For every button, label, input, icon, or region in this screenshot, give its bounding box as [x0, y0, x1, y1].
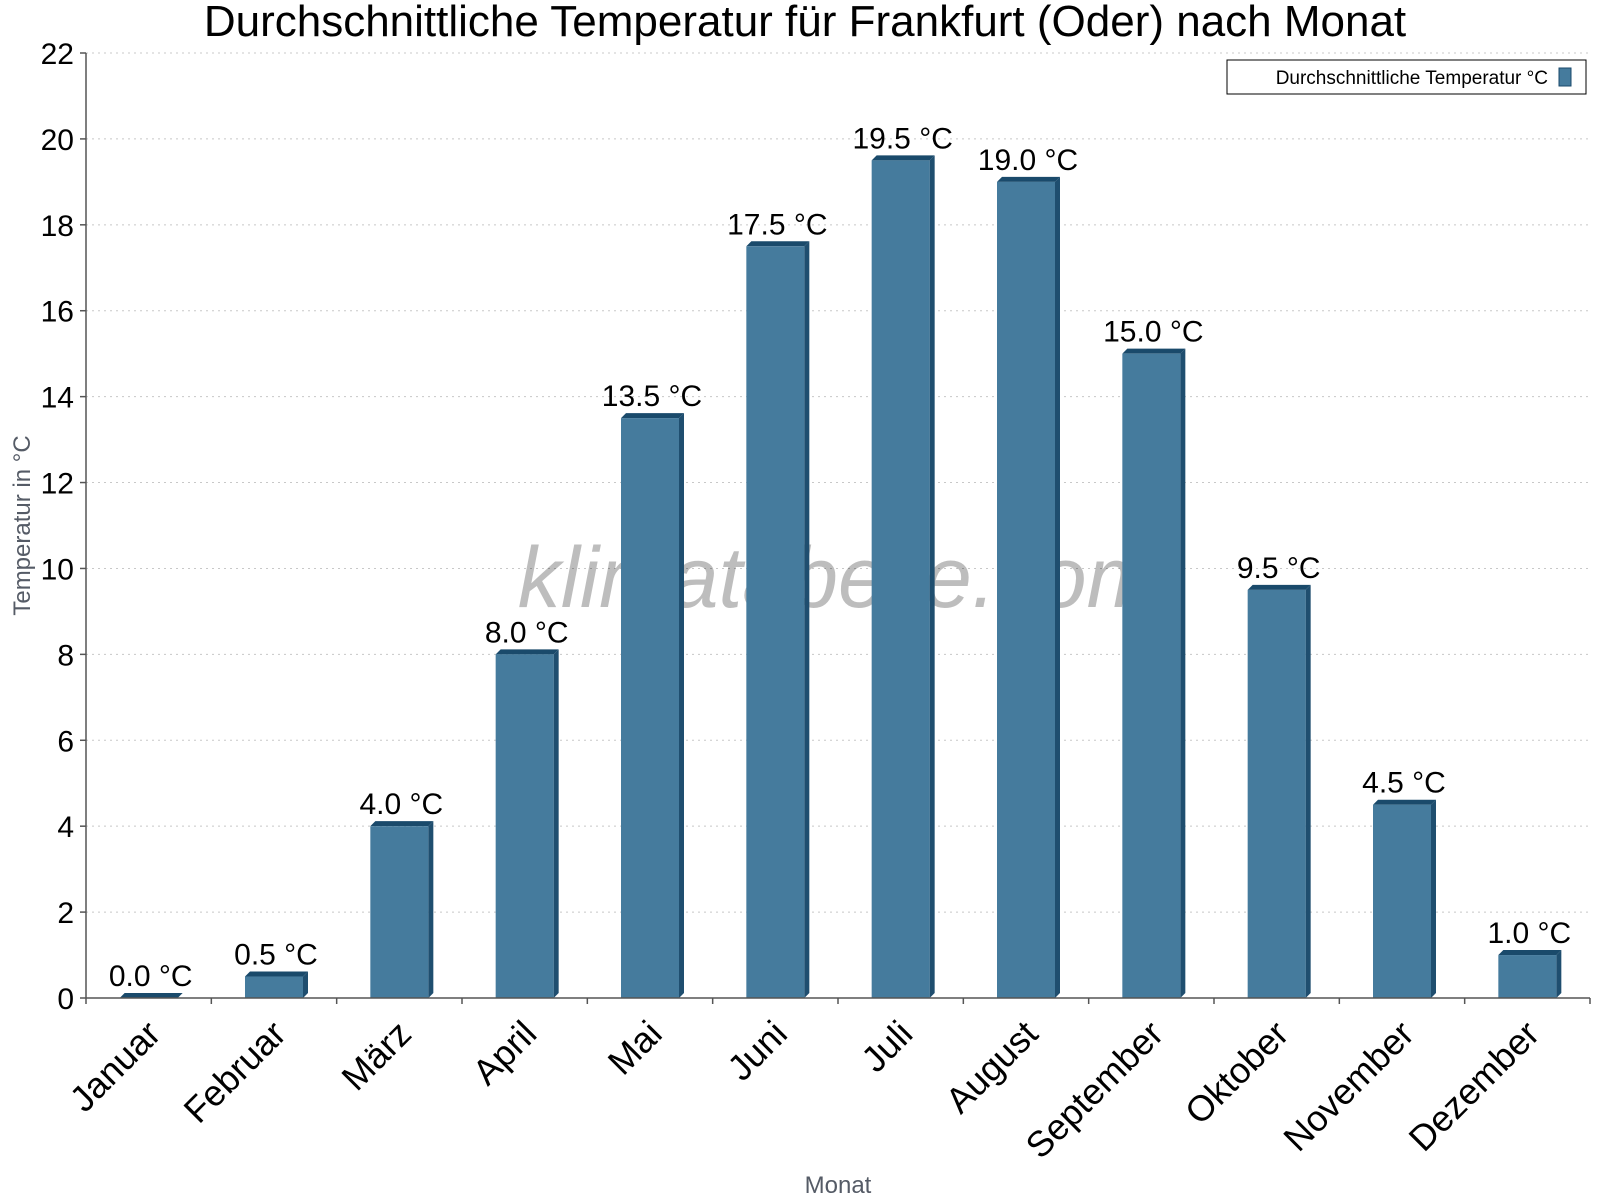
bar [370, 821, 434, 998]
bar-side [303, 971, 308, 998]
data-label: 17.5 °C [727, 208, 827, 241]
y-tick-label: 6 [57, 725, 74, 758]
bar-front [1247, 589, 1306, 998]
y-tick-label: 18 [41, 210, 74, 243]
bar-top [621, 413, 684, 419]
bar [997, 176, 1060, 998]
bar-side [1556, 950, 1562, 998]
bar-top [1373, 799, 1436, 805]
bar [119, 993, 183, 998]
x-tick-label: Mai [600, 1013, 670, 1083]
y-tick-label: 12 [41, 468, 74, 501]
legend-series-label: Durchschnittliche Temperatur °C [1276, 68, 1548, 89]
x-axis-title: Monat [805, 1172, 872, 1199]
bars [119, 155, 1562, 999]
y-axis-title: Temperatur in °C [9, 435, 36, 615]
bar-side [679, 413, 684, 998]
bar-front [1122, 353, 1181, 998]
bar-front [370, 826, 429, 998]
bar [746, 241, 810, 998]
y-tick-label: 20 [41, 124, 74, 157]
bar-side [1431, 799, 1436, 998]
legend-swatch [1558, 67, 1572, 87]
data-label: 4.0 °C [359, 788, 443, 821]
data-label: 4.5 °C [1362, 767, 1446, 800]
bar-front [871, 160, 930, 999]
legend-box [1226, 59, 1587, 95]
bar-side [1180, 348, 1186, 998]
bar [1498, 950, 1562, 998]
bar-side [553, 649, 559, 998]
bar [1373, 799, 1436, 998]
x-tick-label: Februar [176, 1013, 294, 1131]
bar-top [871, 155, 935, 161]
x-tick-label: Juli [853, 1013, 920, 1080]
x-tick-label: November [1275, 1013, 1421, 1159]
bar-front [746, 246, 805, 998]
y-tick-label: 22 [41, 38, 74, 71]
bar-top [370, 821, 434, 827]
bar [1247, 584, 1311, 998]
bar [245, 971, 308, 998]
bar-side [1055, 176, 1060, 998]
legend: Durchschnittliche Temperatur °C [1226, 59, 1587, 95]
y-tick-label: 2 [57, 897, 74, 930]
x-tick-label: Januar [61, 1013, 168, 1120]
bar-front [1498, 955, 1557, 998]
watermark-logo: klimatabelle.com [518, 530, 1158, 626]
bar-top [119, 993, 183, 998]
bar [1122, 348, 1186, 998]
x-tick-label: September [1017, 1013, 1171, 1167]
bar-top [495, 649, 559, 655]
x-tick-label: Oktober [1177, 1013, 1297, 1133]
bar-side [428, 821, 434, 998]
data-label: 13.5 °C [602, 380, 702, 413]
bar-side [804, 241, 810, 998]
bar-side [1305, 584, 1311, 998]
x-tick-label: Dezember [1401, 1013, 1547, 1159]
bar-front [997, 181, 1055, 998]
x-axis-ticks: Januar Februar März April Mai Juni Juli AugustS… [61, 998, 1591, 1167]
bar-top [1247, 584, 1311, 590]
data-label: 15.0 °C [1103, 316, 1203, 349]
bar-top [245, 971, 308, 977]
bar-front [1373, 804, 1431, 998]
bar-top [997, 176, 1060, 182]
x-tick-label: Juni [719, 1013, 795, 1089]
bar [621, 413, 684, 998]
axes [85, 53, 1590, 999]
data-label: 19.0 °C [978, 144, 1078, 177]
bar-front [245, 976, 303, 998]
bar-side [929, 155, 935, 999]
y-tick-label: 14 [41, 382, 74, 415]
data-label: 0.0 °C [109, 960, 193, 993]
data-label: 19.5 °C [852, 122, 952, 155]
bar-front [495, 654, 554, 998]
bar-top [1498, 950, 1562, 956]
x-tick-label: März [333, 1013, 419, 1099]
bar-top [1122, 348, 1186, 354]
data-label: 8.0 °C [485, 616, 569, 649]
bar-top [746, 241, 810, 247]
data-label: 9.5 °C [1237, 552, 1321, 585]
x-tick-label: April [464, 1013, 544, 1093]
y-tick-label: 0 [57, 983, 74, 1016]
data-label: 1.0 °C [1487, 917, 1571, 950]
y-tick-label: 10 [41, 553, 74, 586]
y-tick-label: 8 [57, 639, 74, 672]
y-axis-ticks: 0 2 4 6 8 10 12 14 16 18 20 22 [41, 38, 86, 1016]
bar-front [621, 418, 679, 998]
data-label: 0.5 °C [234, 939, 318, 972]
y-tick-label: 16 [41, 296, 74, 329]
data-labels: 0.0 °C 0.5 °C 4.0 °C 8.0 °C 13.5 °C 17.5 °C 19… [109, 122, 1571, 993]
bar [871, 155, 935, 999]
chart-title: Durchschnittliche Temperatur für Frankfu… [204, 0, 1406, 46]
bar [495, 649, 559, 998]
x-tick-label: August [937, 1013, 1045, 1121]
y-tick-label: 4 [57, 811, 74, 844]
